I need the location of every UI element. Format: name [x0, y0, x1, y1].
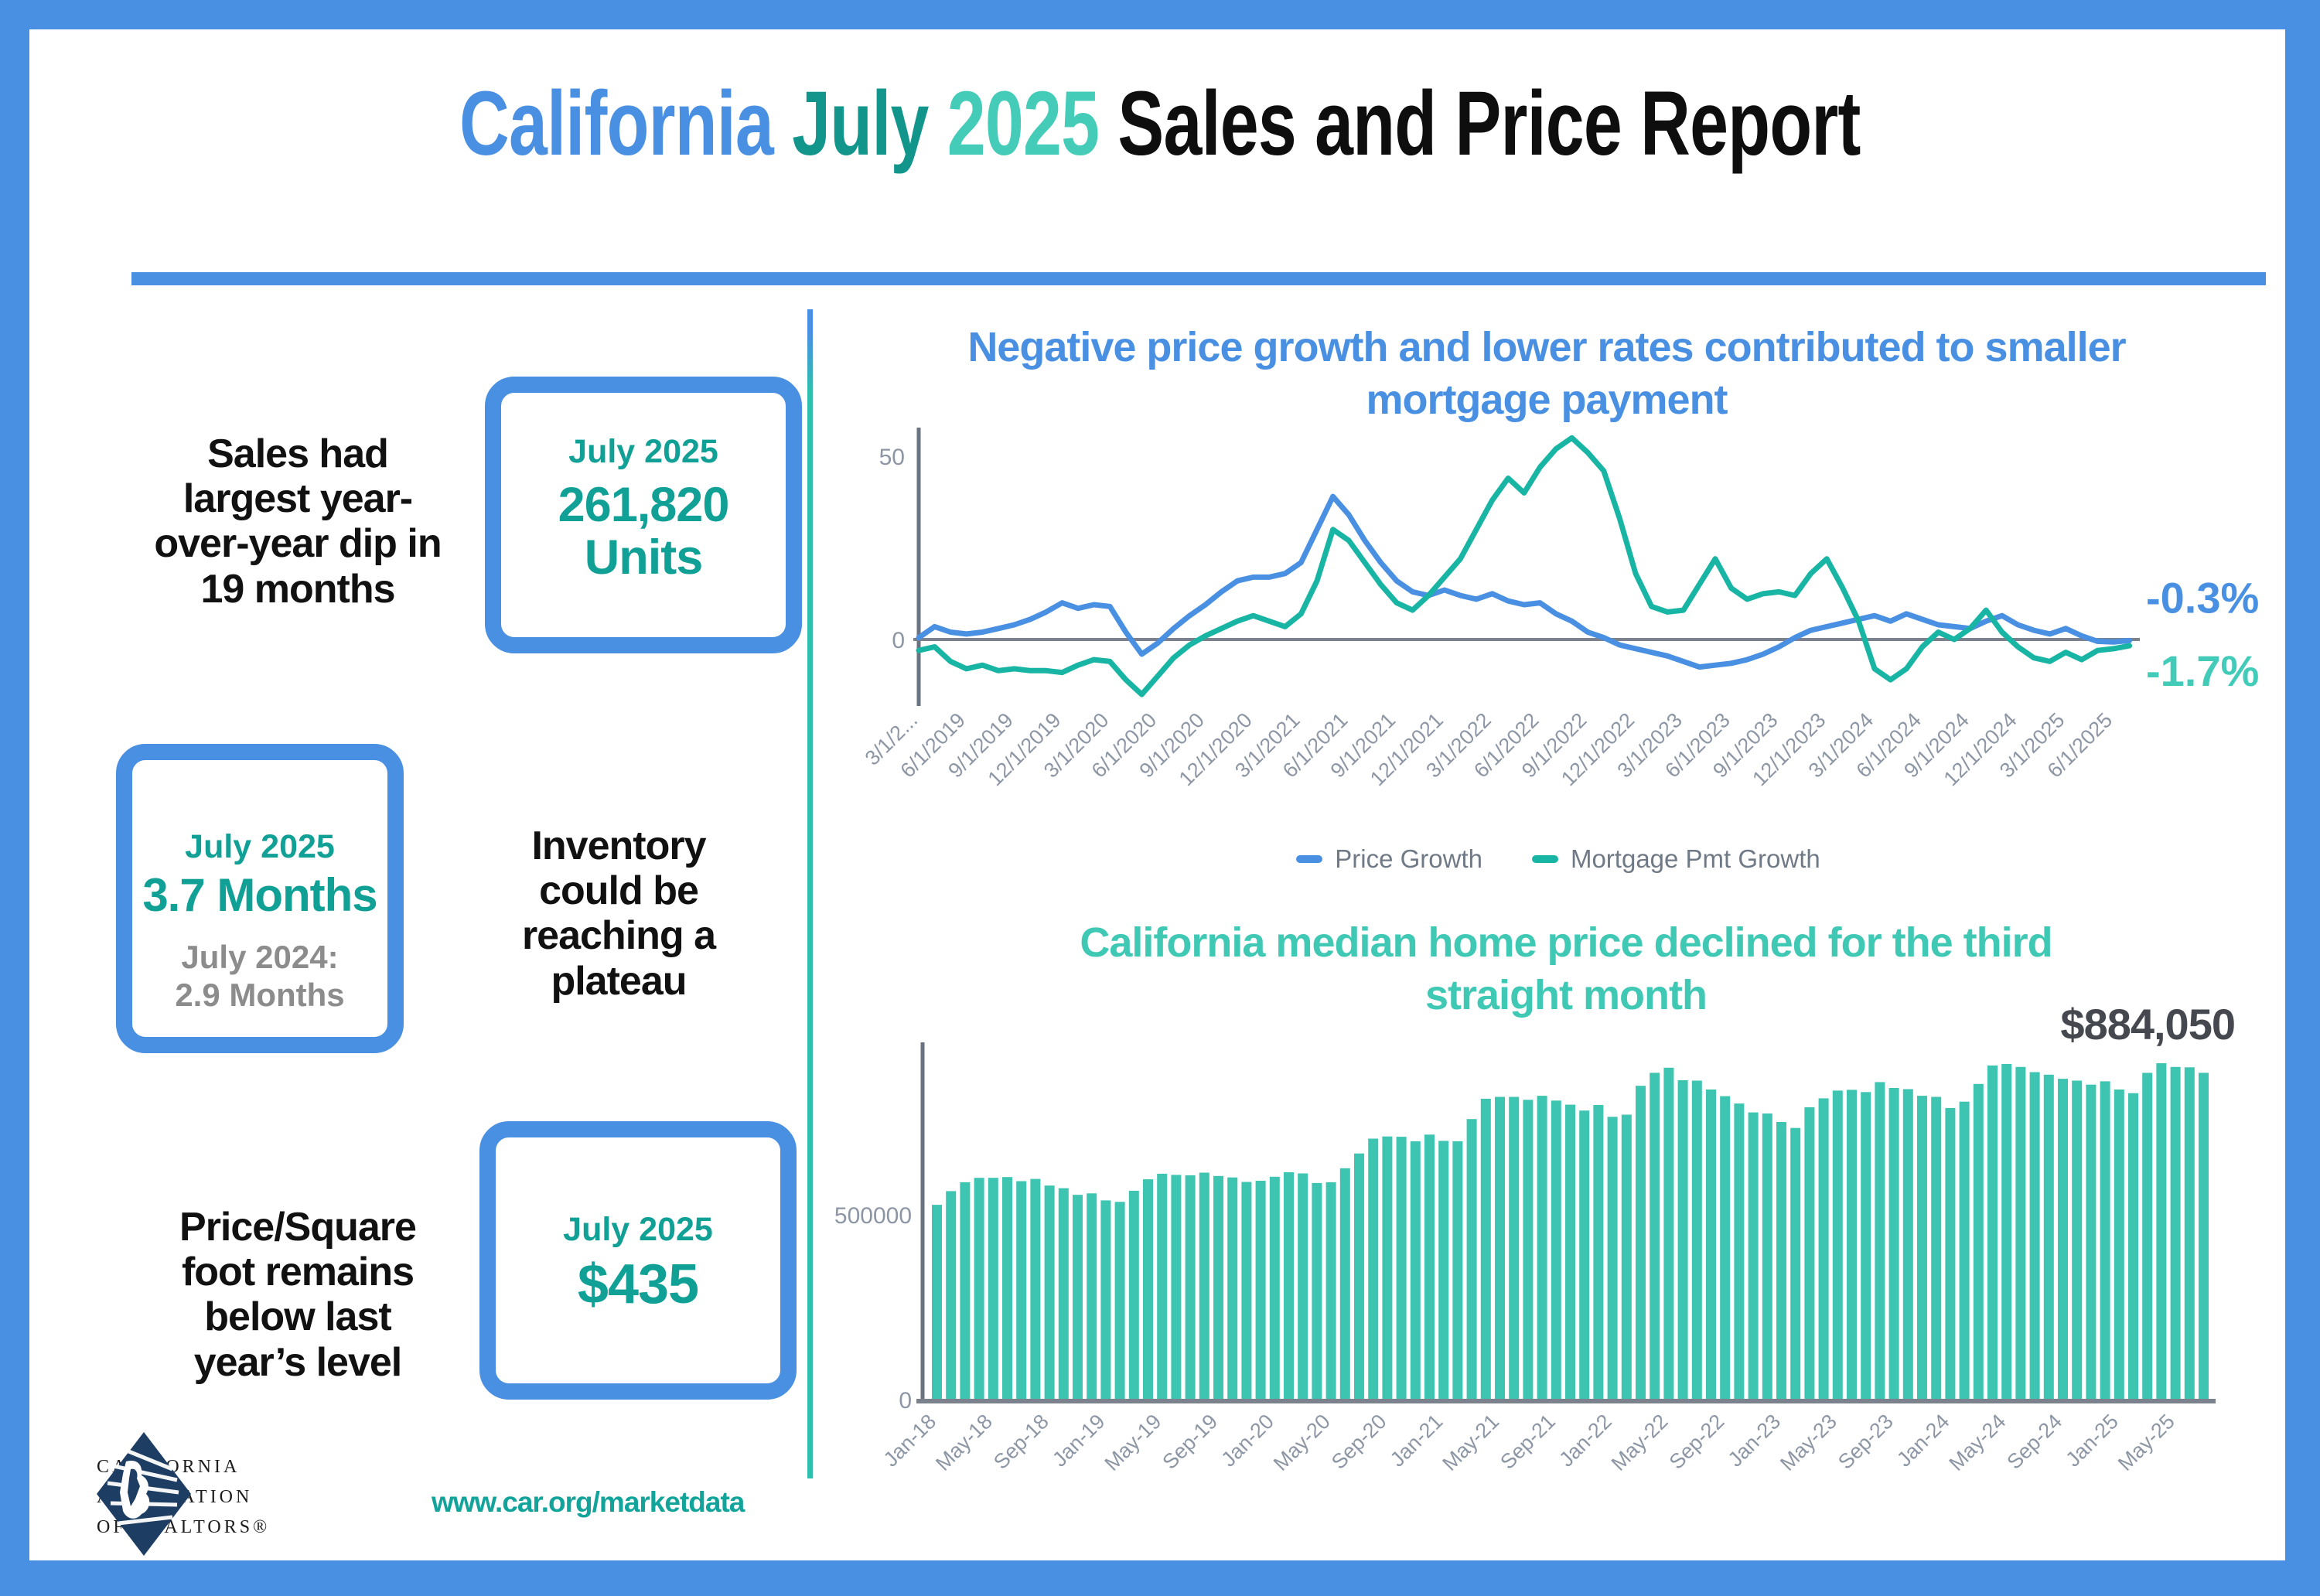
- stat-price-sqft-box: July 2025 $435: [479, 1121, 797, 1400]
- car-logo: CALIFORNIA ASSOCIATION OF REALTORS®: [97, 1432, 270, 1556]
- line-chart-legend: Price Growth Mortgage Pmt Growth: [831, 844, 2285, 874]
- svg-text:Sep-18: Sep-18: [989, 1410, 1053, 1474]
- stat-sales-box-units: Units: [584, 530, 704, 585]
- stat-inventory-box-period: July 2025: [185, 828, 335, 865]
- svg-text:May-18: May-18: [931, 1410, 997, 1475]
- svg-text:Jan-25: Jan-25: [2061, 1410, 2123, 1472]
- stat-sales-box-value: 261,820: [558, 478, 730, 532]
- stat-price-sqft-box-value: $435: [577, 1253, 699, 1315]
- legend-item-mortgage-pmt-growth: Mortgage Pmt Growth: [1531, 844, 1820, 874]
- svg-text:May-25: May-25: [2114, 1410, 2179, 1475]
- bar-chart-title: California median home price declined fo…: [1080, 919, 2052, 1019]
- line-chart-title: Negative price growth and lower rates co…: [967, 324, 2126, 424]
- stat-inventory-box-prior-value: 2.9 Months: [175, 977, 345, 1014]
- stat-price-sqft-label: Price/Square foot remains below last yea…: [179, 1205, 417, 1385]
- marketdata-url[interactable]: www.car.org/marketdata: [432, 1486, 745, 1518]
- mortgage-pmt-growth-label: Mortgage Pmt Growth: [1570, 844, 1820, 873]
- svg-text:50: 50: [879, 445, 905, 470]
- svg-text:Jan-20: Jan-20: [1216, 1410, 1278, 1472]
- stat-sales-box: July 2025 261,820 Units: [485, 377, 802, 653]
- title-month: July: [792, 73, 929, 175]
- svg-text:May-23: May-23: [1776, 1410, 1841, 1475]
- frame-bottom: [0, 1560, 2320, 1596]
- frame-top: [0, 0, 2320, 29]
- svg-text:Sep-23: Sep-23: [1834, 1410, 1898, 1474]
- svg-text:Jan-18: Jan-18: [879, 1410, 941, 1472]
- mortgage-pmt-growth-swatch: [1531, 855, 1558, 863]
- svg-text:May-22: May-22: [1607, 1410, 1673, 1475]
- page-title: California July 2025 Sales and Price Rep…: [0, 71, 2320, 176]
- svg-text:Jan-21: Jan-21: [1386, 1410, 1448, 1472]
- stat-price-sqft-box-period: July 2025: [563, 1211, 713, 1248]
- svg-text:Sep-20: Sep-20: [1327, 1410, 1391, 1474]
- stat-inventory-box-value: 3.7 Months: [142, 869, 377, 921]
- svg-text:Jan-19: Jan-19: [1048, 1410, 1110, 1472]
- svg-text:Sep-19: Sep-19: [1158, 1410, 1222, 1474]
- svg-text:Sep-22: Sep-22: [1665, 1410, 1729, 1474]
- title-divider-rule: [131, 272, 2266, 285]
- svg-text:May-20: May-20: [1269, 1410, 1335, 1475]
- svg-text:500000: 500000: [834, 1203, 912, 1229]
- svg-text:May-24: May-24: [1945, 1410, 2011, 1475]
- legend-item-price-growth: Price Growth: [1296, 844, 1482, 874]
- svg-text:Jan-23: Jan-23: [1724, 1410, 1786, 1472]
- bar-chart-svg: 0500000Jan-18May-18Sep-18Jan-19May-19Sep…: [834, 1042, 2216, 1475]
- price-growth-swatch: [1296, 855, 1323, 863]
- line-chart-svg: 0503/1/2...6/1/20199/1/201912/1/20193/1/…: [861, 428, 2259, 790]
- svg-text:May-19: May-19: [1100, 1410, 1166, 1475]
- stat-inventory-box: July 2025 3.7 Months July 2024: 2.9 Mont…: [116, 744, 404, 1053]
- vertical-divider: [807, 309, 813, 1478]
- car-logo-mark: [97, 1432, 191, 1556]
- stat-sales-label: Sales had largest year-over-year dip in …: [154, 431, 442, 612]
- stat-inventory-label: Inventory could be reaching a plateau: [521, 824, 716, 1004]
- svg-text:Jan-22: Jan-22: [1554, 1410, 1616, 1472]
- svg-text:-1.7%: -1.7%: [2146, 646, 2259, 695]
- svg-text:May-21: May-21: [1438, 1410, 1503, 1475]
- frame-left: [0, 0, 29, 1596]
- frame-right: [2285, 0, 2320, 1596]
- svg-text:Sep-21: Sep-21: [1496, 1410, 1560, 1474]
- title-rest: Sales and Price Report: [1117, 73, 1861, 175]
- price-growth-label: Price Growth: [1335, 844, 1482, 873]
- title-california: California: [459, 73, 774, 175]
- stat-sales-box-period: July 2025: [568, 433, 718, 470]
- title-year: 2025: [947, 73, 1100, 175]
- bar-chart-annotation: $884,050: [2060, 1000, 2236, 1049]
- svg-text:-0.3%: -0.3%: [2146, 573, 2259, 622]
- svg-text:Jan-24: Jan-24: [1892, 1410, 1954, 1472]
- svg-text:0: 0: [899, 1388, 912, 1414]
- svg-text:Sep-24: Sep-24: [2002, 1410, 2066, 1474]
- stat-inventory-box-prior-period: July 2024:: [181, 938, 339, 975]
- svg-text:0: 0: [892, 628, 905, 653]
